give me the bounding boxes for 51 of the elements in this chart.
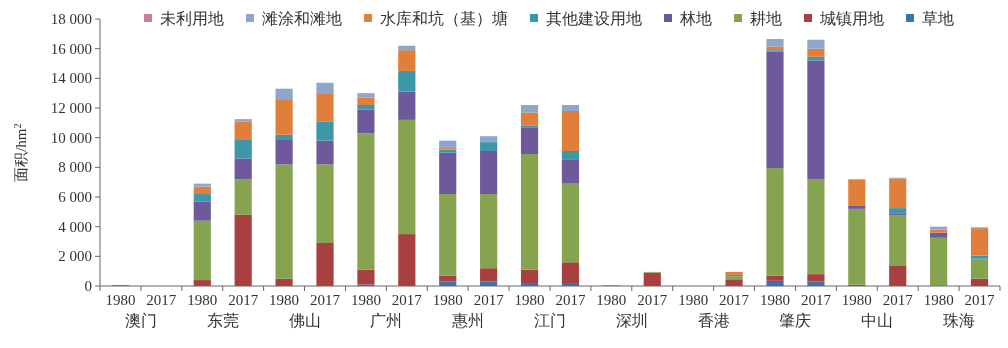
text: 珠海 — [943, 312, 976, 329]
text: 惠州 — [451, 312, 485, 329]
x-tick-label: 1980 — [923, 292, 954, 308]
y-tick-label: 0 — [84, 278, 92, 294]
x-tick-label: 2017 — [637, 292, 668, 308]
x-tick-label: 1980 — [350, 292, 381, 308]
legend-label: 未利用地 — [160, 10, 224, 27]
y-tick-label: 2 000 — [58, 248, 92, 265]
y-tick-label: 10 000 — [50, 129, 92, 146]
text: 香港 — [697, 312, 730, 329]
x-tick-label: 2017 — [719, 292, 750, 308]
y-tick-label: 6 000 — [58, 189, 92, 205]
x-tick-label: 2017 — [800, 292, 832, 308]
x-tick-label: 1980 — [514, 292, 545, 308]
x-tick-label: 2017 — [473, 292, 505, 308]
text: 江门 — [534, 312, 566, 329]
x-tick-label: 1980 — [760, 292, 790, 308]
legend-label: 草地 — [922, 10, 954, 27]
x-tick-label: 1980 — [596, 292, 627, 308]
x-tick-label: 1980 — [269, 292, 300, 308]
x-tick-label: 2017 — [555, 292, 586, 308]
text: 佛山 — [288, 312, 321, 329]
text: 广州 — [370, 312, 403, 329]
y-tick-label: 16 000 — [50, 40, 92, 57]
legend-label: 滩涂和滩地 — [262, 10, 342, 27]
text: 深圳 — [615, 312, 648, 329]
legend-label: 水库和坑（基）塘 — [380, 10, 508, 27]
x-tick-label: 2017 — [391, 292, 423, 308]
x-tick-label: 1980 — [187, 292, 218, 308]
y-tick-label: 12 000 — [50, 100, 92, 116]
legend-label: 城镇用地 — [819, 10, 884, 27]
legend-label: 其他建设用地 — [546, 10, 642, 27]
x-tick-label: 2017 — [228, 292, 259, 308]
x-tick-label: 2017 — [310, 292, 341, 308]
y-tick-label: 18 000 — [50, 11, 92, 27]
legend-label: 耕地 — [750, 10, 782, 27]
text: 东莞 — [206, 312, 239, 329]
x-tick-label: 1980 — [841, 292, 872, 308]
x-tick-label: 1980 — [432, 292, 463, 308]
legend-label: 林地 — [679, 10, 712, 27]
y-tick-label: 4 000 — [58, 218, 92, 235]
y-tick-label: 14 000 — [50, 70, 92, 87]
y-tick-label: 8 000 — [58, 159, 92, 176]
x-tick-label: 1980 — [105, 292, 136, 308]
x-tick-label: 2017 — [964, 292, 996, 308]
x-tick-label: 1980 — [678, 292, 709, 308]
x-tick-label: 2017 — [146, 292, 177, 308]
text: 澳门 — [124, 312, 157, 329]
text: 中山 — [861, 312, 894, 329]
x-tick-label: 2017 — [882, 292, 914, 308]
text: 肇庆 — [779, 312, 812, 329]
